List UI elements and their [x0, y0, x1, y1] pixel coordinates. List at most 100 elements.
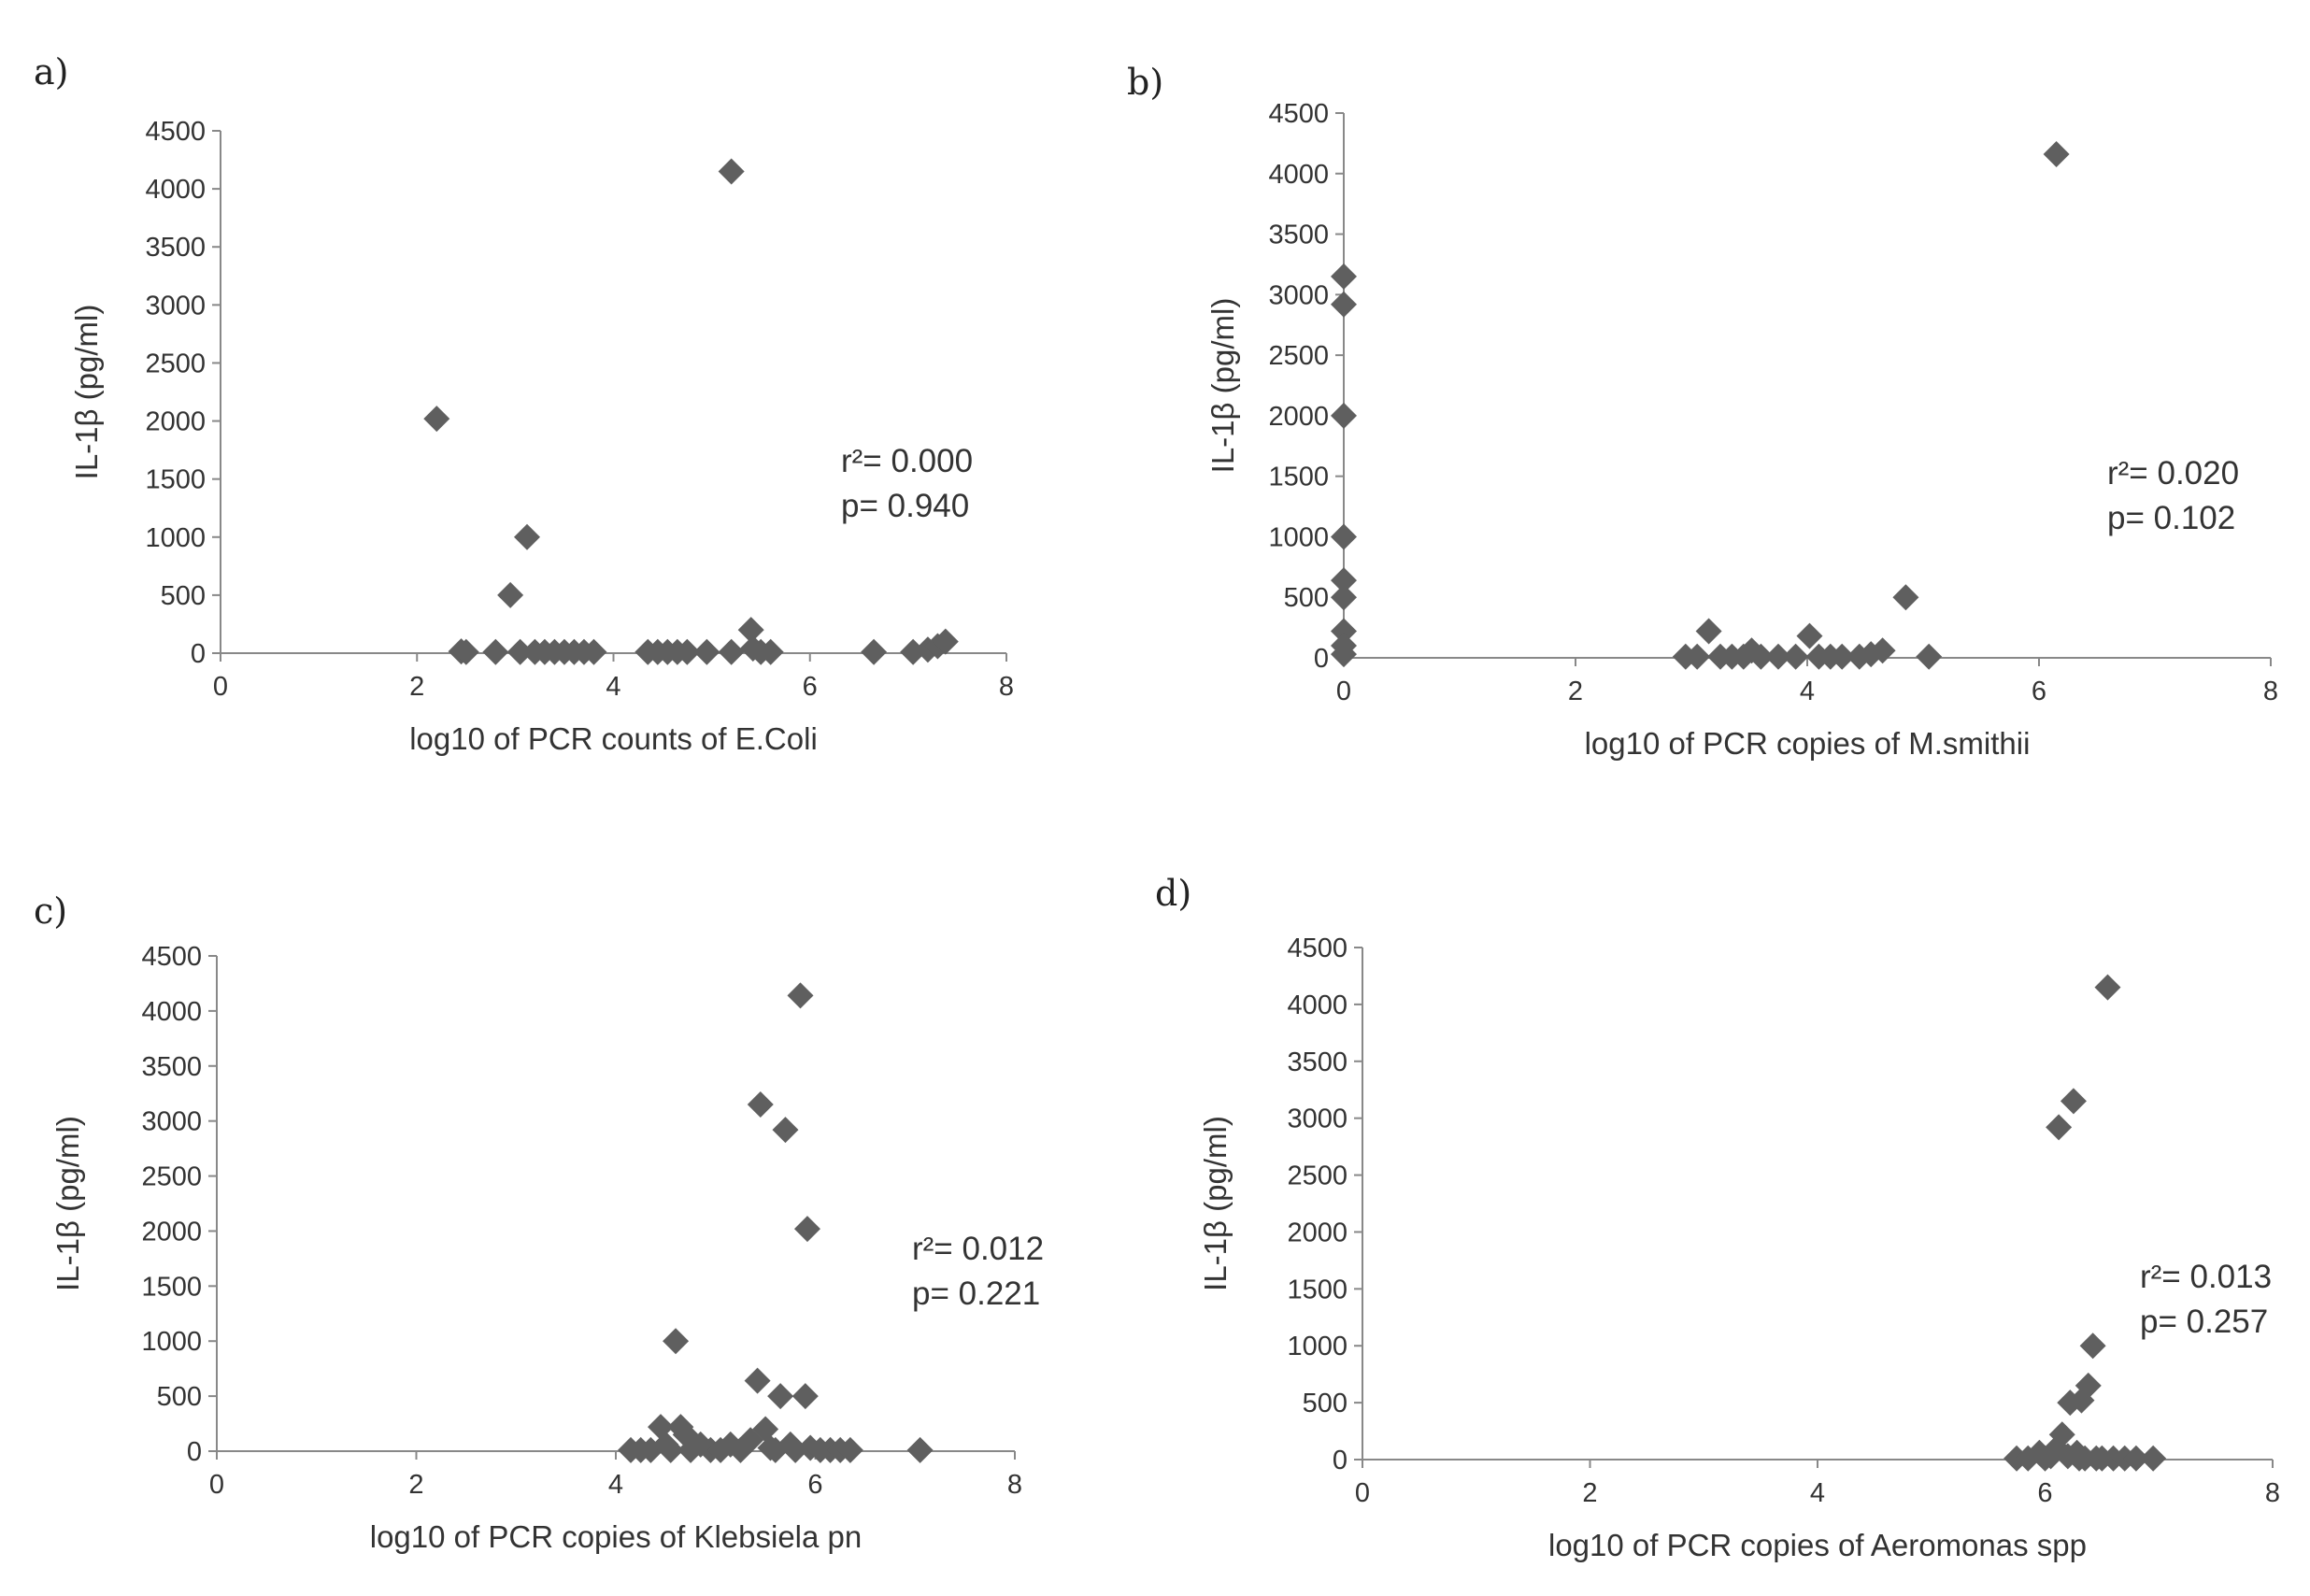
y-tick-label: 4500 [141, 942, 202, 972]
y-axis-label: IL-1β (pg/ml) [1198, 1116, 1233, 1291]
data-point [906, 1436, 934, 1463]
data-point [1331, 641, 1357, 668]
y-axis-label: IL-1β (pg/ml) [1205, 298, 1240, 474]
scatter-panel-1: a) 0 500 1000 1500 2000 2500 3000 3500 4000 4500 0 2… [34, 51, 1014, 756]
y-tick-label: 4000 [1268, 160, 1329, 190]
y-tick-label: 3000 [141, 1107, 202, 1137]
x-tick-label: 6 [2037, 1478, 2052, 1508]
data-point [2060, 1088, 2087, 1115]
data-point [1331, 291, 1357, 318]
y-tick-label: 500 [1303, 1389, 1348, 1418]
p-value-annotation: p= 0.940 [841, 488, 969, 524]
y-tick-label: 1500 [1268, 463, 1329, 492]
data-point [1331, 567, 1357, 594]
y-tick-label: 1000 [1268, 522, 1329, 552]
data-point [718, 158, 745, 185]
data-point [861, 638, 888, 665]
x-tick-label: 8 [2263, 677, 2278, 706]
x-tick-label: 2 [1568, 677, 1583, 706]
x-axis-label: log10 of PCR copies of Klebsiela pn [370, 1519, 863, 1554]
data-point [580, 638, 607, 665]
x-tick-label: 0 [213, 672, 228, 702]
scatter-panel-4: d) 0 500 1000 1500 2000 2500 3000 3500 4000 4500 0 2… [1155, 873, 2280, 1562]
y-tick-label: 2500 [141, 1162, 202, 1192]
x-tick-label: 8 [1007, 1470, 1022, 1500]
y-tick-label: 3500 [1268, 221, 1329, 250]
y-tick-label: 2500 [1287, 1161, 1348, 1191]
r-squared-annotation: r²= 0.012 [912, 1231, 1044, 1267]
x-tick-label: 2 [409, 672, 424, 702]
data-point [1916, 643, 1943, 670]
data-point [693, 638, 720, 665]
y-tick-label: 3500 [141, 1052, 202, 1082]
y-tick-label: 3500 [1287, 1047, 1348, 1077]
data-point [2140, 1445, 2167, 1472]
data-point [506, 638, 534, 665]
data-point [1869, 637, 1896, 664]
data-point [791, 1383, 819, 1410]
data-point [747, 1091, 774, 1118]
data-point [744, 1367, 771, 1394]
data-point [1747, 643, 1775, 670]
data-point [1892, 584, 1919, 611]
y-tick-label: 0 [187, 1437, 202, 1467]
data-point [1331, 584, 1357, 611]
y-tick-label: 2500 [1268, 341, 1329, 371]
y-tick-label: 1000 [141, 1327, 202, 1357]
y-tick-label: 500 [1284, 583, 1329, 613]
y-tick-label: 3500 [145, 233, 206, 263]
data-point [423, 406, 450, 433]
x-tick-label: 8 [999, 672, 1014, 702]
data-point [757, 638, 784, 665]
data-point [1331, 263, 1357, 290]
data-point [1695, 618, 1722, 645]
y-tick-label: 2500 [145, 349, 206, 378]
panel-letter: c) [34, 891, 67, 932]
x-axis-label: log10 of PCR copies of Aeromonas spp [1548, 1528, 2087, 1562]
scatter-panel-2: b) 0 500 1000 1500 2000 2500 3000 3500 4000 4500 0 2… [1127, 62, 2278, 761]
data-point [2094, 974, 2121, 1001]
y-tick-label: 4000 [1287, 990, 1348, 1020]
r-squared-annotation: r²= 0.020 [2107, 455, 2239, 492]
data-point [663, 1328, 690, 1355]
y-tick-label: 3000 [1287, 1104, 1348, 1134]
y-tick-label: 0 [1314, 644, 1329, 674]
y-tick-label: 2000 [145, 407, 206, 437]
data-point [767, 1383, 794, 1410]
x-tick-label: 2 [408, 1470, 423, 1500]
data-point [1796, 622, 1823, 649]
data-point [497, 581, 524, 608]
y-axis-label: IL-1β (pg/ml) [69, 305, 104, 480]
data-point [1765, 643, 1791, 670]
data-point [2043, 141, 2070, 168]
data-point [2075, 1372, 2102, 1399]
data-point [772, 1117, 799, 1144]
data-point [1684, 643, 1711, 670]
data-point [718, 638, 745, 665]
x-tick-label: 0 [209, 1470, 224, 1500]
y-tick-label: 1000 [145, 523, 206, 553]
panel-letter: d) [1155, 873, 1191, 914]
y-tick-label: 1000 [1287, 1332, 1348, 1361]
x-tick-label: 6 [807, 1470, 822, 1500]
p-value-annotation: p= 0.221 [912, 1275, 1040, 1312]
y-tick-label: 4500 [145, 117, 206, 147]
data-point [1331, 618, 1357, 645]
data-point [2046, 1114, 2073, 1141]
x-tick-label: 0 [1355, 1478, 1370, 1508]
data-point [1331, 523, 1357, 550]
x-tick-label: 8 [2265, 1478, 2280, 1508]
data-point [737, 617, 764, 644]
y-tick-label: 1500 [145, 465, 206, 495]
r-squared-annotation: r²= 0.013 [2140, 1259, 2272, 1295]
y-tick-label: 500 [157, 1382, 202, 1412]
y-axis-label: IL-1β (pg/ml) [50, 1116, 85, 1291]
y-tick-label: 4500 [1287, 933, 1348, 963]
x-tick-label: 4 [1810, 1478, 1825, 1508]
y-tick-label: 2000 [1287, 1218, 1348, 1247]
data-point [482, 638, 509, 665]
y-tick-label: 500 [161, 581, 206, 611]
x-axis-label: log10 of PCR counts of E.Coli [409, 721, 818, 756]
data-point [1829, 643, 1856, 670]
